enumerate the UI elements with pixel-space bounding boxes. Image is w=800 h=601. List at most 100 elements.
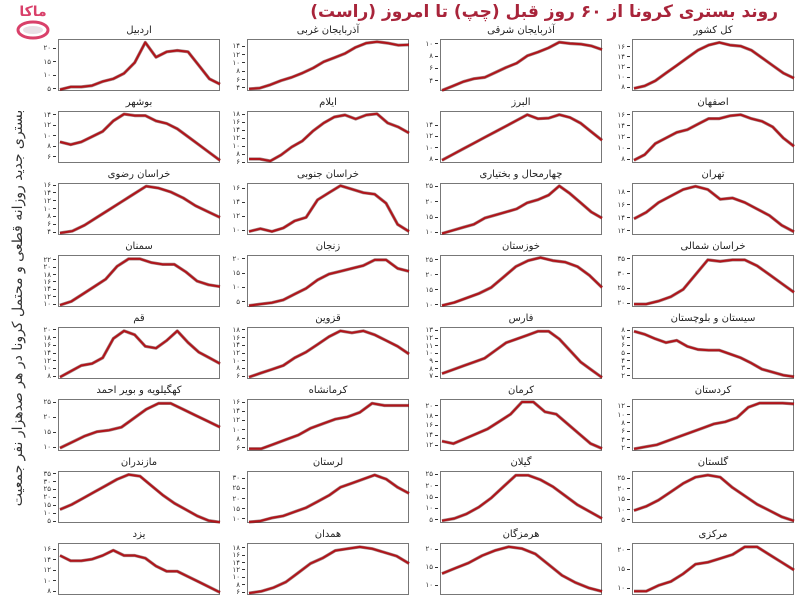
chart-panel: اصفهان ۸ ۱۰ ۱۲ ۱۴ ۱۶	[604, 97, 795, 169]
line-chart	[59, 40, 221, 92]
y-tick-label: ۲۰	[43, 44, 56, 52]
line-chart	[633, 40, 795, 90]
series-line	[441, 256, 603, 307]
plot-area	[58, 399, 221, 451]
plot-area	[440, 471, 603, 523]
y-tick-label: ۱۶	[232, 398, 245, 406]
chart-panel: مرکزی ۱۰ ۱۵ ۲۰	[604, 529, 795, 601]
y-tick-label: ۱۰	[43, 443, 56, 451]
y-tick-label: ۲۰	[43, 263, 56, 271]
y-tick-label: ۷	[621, 334, 630, 342]
line-chart	[633, 113, 795, 162]
line-chart	[441, 400, 603, 450]
series-line	[249, 112, 410, 162]
chart-panel: سمنان ۱۰ ۱۲ ۱۴ ۱۶ ۱۸ ۲۰ ۲۲	[30, 241, 221, 313]
chart-panel: خراسان جنوبی ۱۰ ۱۲ ۱۴ ۱۶	[219, 169, 410, 241]
chart-panel: قزوین ۶ ۸ ۱۰ ۱۲ ۱۴ ۱۶ ۱۸	[219, 313, 410, 385]
chart-panel: یزد ۸ ۱۰ ۱۲ ۱۴ ۱۶	[30, 529, 221, 601]
plot-area	[440, 399, 603, 451]
y-tick-label: ۲۰	[617, 485, 630, 493]
y-tick-label: ۱۸	[425, 412, 438, 420]
chart-panel: لرستان ۱۰ ۱۵ ۲۰ ۲۵ ۳۰	[219, 457, 410, 529]
chart-panel: خراسان رضوی ۴ ۶ ۸ ۱۰ ۱۲ ۱۴ ۱۶	[30, 169, 221, 241]
y-tick-label: ۱۲	[617, 227, 630, 235]
y-tick-label: ۱۶	[232, 184, 245, 192]
panel-title: فارس	[508, 313, 534, 324]
line-chart	[633, 329, 795, 379]
chart-panel: هرمزگان ۱۰ ۱۵ ۲۰	[412, 529, 603, 601]
y-tick-label: ۳۰	[617, 270, 630, 278]
logo-text: ماکا	[19, 4, 46, 20]
y-tick-label: ۲۰	[617, 299, 630, 307]
y-tick-label: ۵	[621, 516, 630, 524]
y-tick-label: ۲۰	[232, 255, 245, 263]
line-chart	[248, 258, 410, 308]
y-tick-label: ۳	[621, 364, 630, 372]
y-tick-label: ۱۶	[232, 334, 245, 342]
y-tick-label: ۸	[429, 155, 438, 163]
series-line	[248, 258, 410, 307]
y-tick-label: ۱۵	[425, 286, 438, 294]
chart-panel: خراسان شمالی ۲۰ ۲۵ ۳۰ ۳۵	[604, 241, 795, 313]
series-line	[633, 330, 795, 378]
series-line	[59, 185, 221, 234]
line-chart	[59, 401, 221, 450]
plot-area	[58, 471, 221, 524]
line-chart	[441, 256, 603, 308]
y-tick-label: ۱۰	[425, 581, 438, 589]
chart-panel: گلستان ۵ ۱۰ ۱۵ ۲۰ ۲۵	[604, 457, 795, 529]
panel-title: گیلان	[510, 457, 532, 468]
panel-title: البرز	[511, 97, 531, 108]
panel-title: آذربایجان شرقی	[487, 25, 555, 36]
panel-title: یزد	[132, 529, 146, 540]
y-tick-label: ۱۰	[43, 132, 56, 140]
y-tick-label: ۴	[429, 77, 438, 85]
panel-title: خراسان شمالی	[680, 241, 746, 252]
y-tick-label: ۱۸	[232, 544, 245, 552]
series-line	[59, 329, 221, 378]
y-tick-label: ۶	[621, 341, 630, 349]
y-tick-label: ۱۴	[232, 407, 245, 415]
chart-title: روند بستری کرونا از ۶۰ روز قبل (چپ) تا ا…	[310, 2, 778, 22]
y-tick-label: ۲۰	[617, 546, 630, 554]
y-tick-label: ۱۲	[617, 133, 630, 141]
y-tick-label: ۱۴	[617, 214, 630, 222]
plot-area	[632, 39, 795, 91]
y-tick-label: ۱۲	[232, 566, 245, 574]
y-tick-label: ۱۰	[425, 144, 438, 152]
panel-title: ایلام	[319, 97, 337, 108]
y-tick-label: ۱۰	[43, 364, 56, 372]
series-line-shadow	[249, 401, 409, 451]
y-tick-label: ۱۴	[425, 431, 438, 439]
series-line-shadow	[634, 258, 795, 306]
y-tick-label: ۹	[429, 357, 438, 365]
y-tick-label: ۱۵	[425, 493, 438, 501]
series-line-shadow	[441, 40, 603, 92]
plot-area	[247, 39, 410, 91]
line-chart	[441, 545, 603, 593]
plot-area	[247, 327, 410, 379]
panel-title: آذربایجان غربی	[296, 25, 360, 36]
y-tick-label: ۱۰	[617, 73, 630, 81]
y-tick-label: ۸	[621, 155, 630, 163]
y-tick-label: ۸	[429, 365, 438, 373]
chart-panel: فارس ۷ ۸ ۹ ۱۰ ۱۱ ۱۲ ۱۳	[412, 313, 603, 385]
y-tick-label: ۲۰	[425, 545, 438, 553]
y-tick-label: ۱۶	[617, 43, 630, 51]
panel-title: مازندران	[120, 457, 158, 468]
y-tick-label: ۱۲	[43, 197, 56, 205]
y-tick-label: ۲۰	[43, 493, 56, 501]
series-line	[441, 545, 603, 593]
chart-panel: کل کشور ۸ ۱۰ ۱۲ ۱۴ ۱۶	[604, 25, 795, 97]
y-tick-label: ۱۰	[232, 226, 245, 234]
chart-panel: خوزستان ۱۰ ۱۵ ۲۰ ۲۵	[412, 241, 603, 313]
series-line-shadow	[248, 258, 410, 308]
y-tick-label: ۴	[236, 84, 245, 92]
line-chart	[441, 113, 603, 162]
panel-title: تهران	[701, 169, 725, 180]
panel-title: سمنان	[125, 241, 153, 252]
y-tick-label: ۱۵	[232, 269, 245, 277]
y-tick-label: ۲۰	[425, 482, 438, 490]
series-line-shadow	[633, 184, 795, 234]
plot-area	[632, 111, 795, 163]
